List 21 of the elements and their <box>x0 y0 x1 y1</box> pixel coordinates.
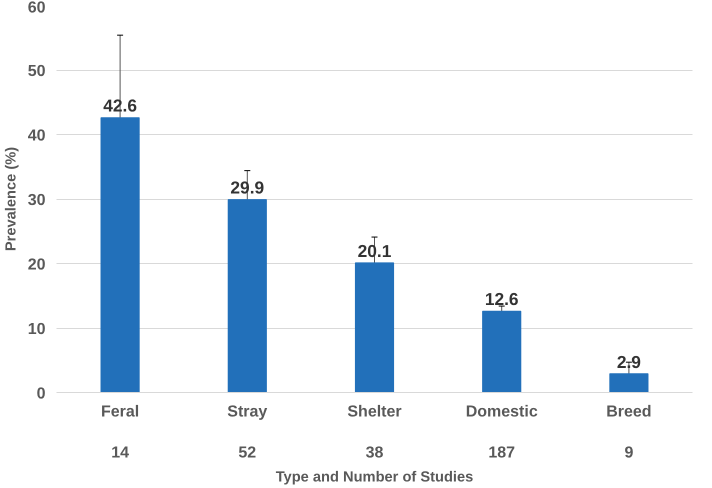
category-label: Shelter 38 <box>347 404 402 462</box>
x-axis-title: Type and Number of Studies <box>276 469 474 486</box>
y-tick-label: 60 <box>28 0 46 16</box>
y-tick-label: 40 <box>28 128 46 144</box>
bar <box>609 373 648 392</box>
y-axis-title: Prevalence (%) <box>4 146 20 252</box>
bar <box>100 117 140 392</box>
y-tick-label: 50 <box>28 63 46 80</box>
category-label: Stray 52 <box>227 404 268 462</box>
y-tick-label: 30 <box>28 192 46 209</box>
category-label: Feral 14 <box>100 404 140 462</box>
data-label: 12.6 <box>484 289 519 310</box>
y-tick-label: 0 <box>36 386 46 402</box>
bar <box>228 199 267 392</box>
y-tick-label: 10 <box>28 321 46 338</box>
category-label: Breed 9 <box>606 404 652 462</box>
category-label: Domestic 187 <box>466 404 538 462</box>
bar <box>354 262 394 392</box>
data-label: 2.9 <box>616 352 641 372</box>
y-tick-label: 20 <box>28 256 46 274</box>
bar <box>482 310 522 392</box>
